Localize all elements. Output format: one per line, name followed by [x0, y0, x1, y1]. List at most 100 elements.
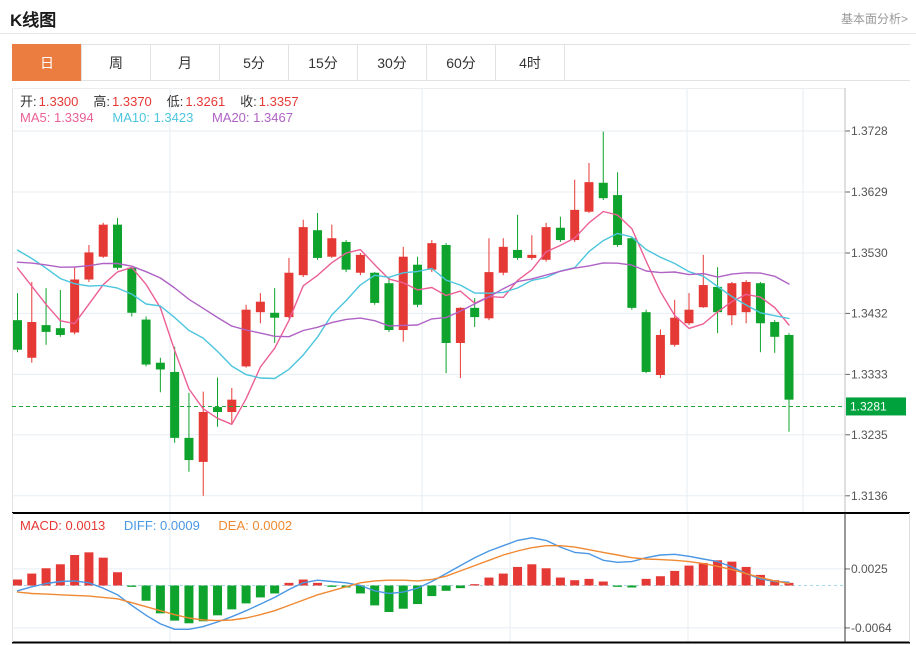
- macd-histogram-bar: [270, 585, 280, 594]
- candle-body: [70, 279, 80, 333]
- candle-body: [427, 243, 437, 270]
- period-tabs: 日周月 5分 15分 30分 60分 4时: [12, 44, 910, 81]
- candle-body: [555, 227, 565, 241]
- dea-line: [16, 545, 790, 622]
- macd-histogram-bar: [698, 562, 708, 586]
- close-value: 1.3357: [258, 94, 299, 109]
- macd-histogram-bar: [355, 585, 365, 594]
- candle-body: [255, 301, 265, 313]
- candle-body: [55, 328, 65, 335]
- macd-histogram-bar: [727, 561, 737, 586]
- macd-histogram-bar: [527, 564, 537, 586]
- macd-axis-label: -0.0064: [851, 621, 892, 635]
- low-value: 1.3261: [185, 94, 226, 109]
- macd-histogram-bar: [598, 581, 608, 586]
- macd-histogram-bar: [313, 582, 323, 586]
- price-axis-label: 1.3530: [851, 246, 888, 260]
- macd-histogram-bar: [684, 565, 694, 586]
- candle-body: [627, 238, 637, 308]
- macd-histogram-bar: [484, 577, 494, 586]
- open-label: 开:: [20, 94, 37, 109]
- macd-histogram-bar: [184, 585, 194, 624]
- macd-histogram-bar: [41, 568, 51, 586]
- open-value: 1.3300: [38, 94, 79, 109]
- macd-histogram-bar: [470, 584, 480, 586]
- ma20-legend: MA20: 1.3467: [212, 110, 293, 125]
- dea-value: 0.0002: [252, 518, 293, 533]
- price-axis-label: 1.3333: [851, 367, 888, 381]
- tab-周[interactable]: 周: [81, 44, 151, 81]
- header-divider: [0, 33, 916, 34]
- ma-legend: MA5: 1.3394 MA10: 1.3423 MA20: 1.3467: [20, 110, 308, 125]
- candle-body: [313, 230, 323, 258]
- current-price-tag: [846, 397, 906, 416]
- candle-body: [298, 227, 308, 276]
- candle-body: [755, 283, 765, 324]
- tab-月[interactable]: 月: [150, 44, 220, 81]
- fundamental-analysis-link[interactable]: 基本面分析>: [840, 12, 908, 26]
- current-price-tag-label: 1.3281: [850, 399, 887, 413]
- macd-histogram-bar: [513, 566, 523, 586]
- candle-body: [127, 267, 137, 313]
- macd-histogram-bar: [770, 580, 780, 586]
- candle-body: [498, 246, 508, 273]
- ma10-value: 1.3423: [153, 110, 194, 125]
- macd-chart-canvas[interactable]: 0.0025 -0.0064: [0, 512, 916, 645]
- candle-body: [341, 241, 351, 270]
- candle-body: [527, 254, 537, 258]
- tab-4时[interactable]: 4时: [495, 44, 565, 81]
- candle-body: [198, 411, 208, 462]
- candle-body: [184, 437, 194, 461]
- candle-body: [655, 334, 665, 376]
- tab-15分[interactable]: 15分: [288, 44, 358, 81]
- candle-body: [570, 209, 580, 241]
- ma5-legend: MA5: 1.3394: [20, 110, 94, 125]
- price-axis-label: 1.3235: [851, 428, 888, 442]
- candle-body: [270, 312, 280, 318]
- candle-body: [13, 320, 22, 350]
- dea-value-legend: DEA: 0.0002: [218, 518, 292, 533]
- candle-body: [470, 307, 480, 318]
- candle-body: [484, 272, 494, 319]
- diff-line: [16, 537, 790, 630]
- macd-histogram-bar: [555, 577, 565, 586]
- candle-body: [155, 362, 165, 370]
- macd-histogram-bar: [584, 578, 594, 586]
- ma5-value: 1.3394: [53, 110, 94, 125]
- candle-body: [741, 281, 751, 313]
- macd-histogram-bar: [498, 573, 508, 586]
- price-axis-label: 1.3136: [851, 489, 888, 503]
- tab-5分[interactable]: 5分: [219, 44, 289, 81]
- price-axis-label: 1.3432: [851, 306, 888, 320]
- ma5-label: MA5:: [20, 110, 51, 125]
- price-chart-canvas[interactable]: 1.3728 1.3629 1.3530 1.3432 1.3333 1.3235 1.31…: [0, 88, 916, 512]
- macd-histogram-bar: [55, 564, 65, 586]
- macd-histogram-bar: [655, 576, 665, 586]
- candle-body: [698, 285, 708, 308]
- ma10-label: MA10:: [112, 110, 150, 125]
- candle-body: [613, 195, 623, 245]
- candle-body: [370, 272, 380, 303]
- candle-body: [727, 283, 737, 316]
- tab-60分[interactable]: 60分: [426, 44, 496, 81]
- tab-日[interactable]: 日: [12, 44, 82, 81]
- high-value: 1.3370: [112, 94, 152, 109]
- macd-histogram-bar: [98, 557, 108, 586]
- candle-body: [684, 309, 694, 324]
- candle-body: [284, 272, 294, 318]
- macd-histogram-bar: [670, 570, 680, 586]
- macd-histogram-bar: [241, 585, 251, 604]
- candle-body: [213, 407, 223, 412]
- macd-histogram-bar: [398, 585, 408, 609]
- tab-row-filler: [564, 44, 910, 81]
- tab-30分[interactable]: 30分: [357, 44, 427, 81]
- ma5-line: [16, 210, 790, 425]
- ma10-legend: MA10: 1.3423: [112, 110, 193, 125]
- high-label: 高:: [93, 94, 111, 109]
- page-title: K线图: [10, 11, 57, 30]
- macd-histogram-bar: [27, 573, 37, 586]
- diff-value-legend: DIFF: 0.0009: [124, 518, 200, 533]
- macd-histogram-bar: [755, 574, 765, 586]
- macd-histogram-bar: [170, 585, 180, 621]
